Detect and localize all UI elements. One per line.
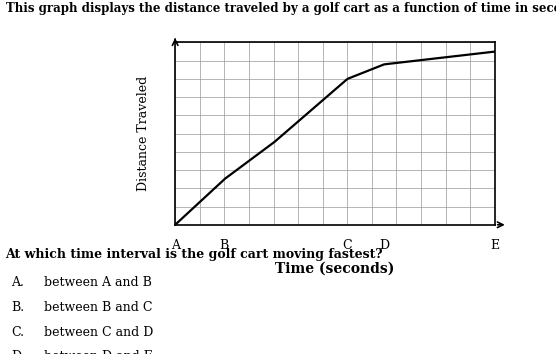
- Text: A.: A.: [11, 276, 24, 289]
- Text: between D and E: between D and E: [44, 350, 153, 354]
- Text: between C and D: between C and D: [44, 326, 154, 339]
- Text: Distance Traveled: Distance Traveled: [137, 76, 150, 191]
- Text: Time (seconds): Time (seconds): [275, 261, 395, 275]
- Text: C.: C.: [11, 326, 24, 339]
- Text: between A and B: between A and B: [44, 276, 152, 289]
- Text: C: C: [342, 239, 352, 252]
- Text: D.: D.: [11, 350, 24, 354]
- Text: D: D: [379, 239, 389, 252]
- Text: B.: B.: [11, 301, 24, 314]
- Text: B: B: [220, 239, 229, 252]
- Text: between B and C: between B and C: [44, 301, 153, 314]
- Text: A: A: [171, 239, 180, 252]
- Text: At which time interval is the golf cart moving fastest?: At which time interval is the golf cart …: [6, 248, 383, 261]
- Text: This graph displays the distance traveled by a golf cart as a function of time i: This graph displays the distance travele…: [6, 2, 556, 15]
- Text: E: E: [490, 239, 499, 252]
